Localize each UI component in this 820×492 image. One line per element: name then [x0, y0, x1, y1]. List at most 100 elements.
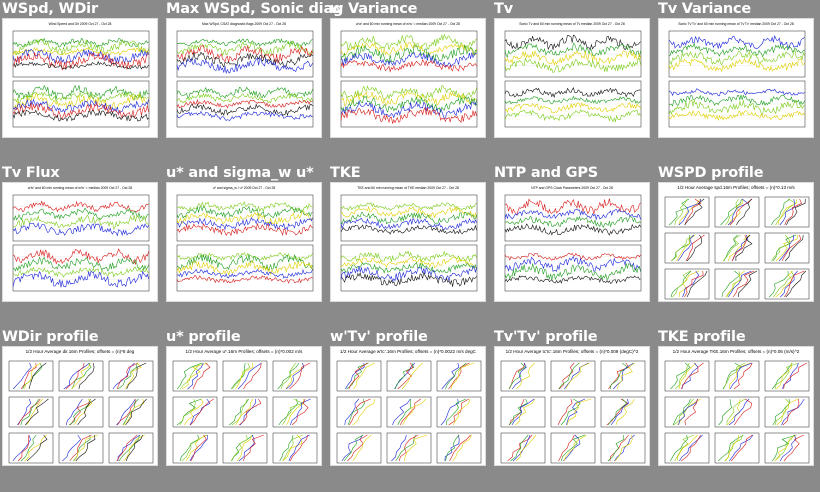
profile-line-red [783, 434, 804, 462]
plot-title: TKE and 60 min running mean of TKE media… [357, 186, 459, 190]
profile-panel-frame [386, 432, 432, 464]
plot-thumbnail-max-wspd-sonic-diag[interactable]: Max WSpd, CSAT diagnostic flags 2009 Oct… [166, 18, 322, 138]
profile-line-yellow [235, 362, 254, 390]
series-line-lime [176, 251, 313, 262]
profile-line-yellow [235, 398, 254, 426]
profile-panel-frame [172, 396, 218, 428]
plot-thumbnail-u-and-sigma-w-u[interactable]: u* and sigma_w / u* 2009 Oct 27 - Oct 28 [166, 182, 322, 302]
profile-line-red [348, 398, 371, 426]
plot-title: NTP and GPS Clock Parameters 2009 Oct 27… [531, 186, 613, 190]
profile-panel-frame [664, 232, 710, 264]
profile-line-green [720, 198, 742, 226]
series-line-black [176, 103, 313, 117]
profile-line-blue [444, 434, 460, 462]
tile-title: Tv Flux [2, 165, 60, 181]
profile-line-red [684, 398, 698, 426]
profile-panel-frame [500, 432, 546, 464]
profile-line-blue [614, 434, 635, 462]
profile-panel-frame [222, 432, 268, 464]
profile-line-blue [610, 398, 629, 426]
profile-line-red [781, 234, 802, 262]
plot-title: Max WSpd, CSAT diagnostic flags 2009 Oct… [202, 22, 286, 26]
plot-thumbnail-u-profile[interactable]: 1/2 Hour Average u*.16m Profiles; offset… [166, 346, 322, 466]
profile-line-lime [723, 362, 746, 390]
plot-title: u* and sigma_w / u* 2009 Oct 27 - Oct 28 [213, 186, 276, 190]
profile-line-black [78, 362, 95, 390]
plot-thumbnail-tke[interactable]: TKE and 60 min running mean of TKE media… [330, 182, 486, 302]
profile-panel-frame [764, 432, 810, 464]
plot-thumbnail-tke-profile[interactable]: 1/2 Hour Average TKE.16m Profiles; offse… [658, 346, 814, 466]
profile-panel-frame [664, 196, 710, 228]
plot-thumbnail-wspd-wdir[interactable]: Wind Speed and Dir 2009 Oct 27 - Oct 28 [2, 18, 158, 138]
series-line-lime [340, 85, 477, 101]
profile-line-blue [392, 398, 411, 426]
series-line-green [504, 215, 641, 229]
profile-line-green [445, 434, 460, 462]
plot-thumbnail-tv-tv-profile[interactable]: 1/2 Hour Average tc'tc'.16m Profiles; of… [494, 346, 650, 466]
profile-line-yellow [728, 234, 750, 262]
profile-panel-frame [108, 360, 154, 392]
profile-line-yellow [776, 362, 793, 390]
plot-thumbnail-ntp-and-gps[interactable]: NTP and GPS Clock Parameters 2009 Oct 27… [494, 182, 650, 302]
tile-title: TKE [330, 165, 361, 181]
series-line-black [340, 224, 477, 235]
plot-thumbnail-w-variance[interactable]: w'w' and 60 min running mean of w'w' = m… [330, 18, 486, 138]
plot-background [495, 183, 649, 301]
series-line-black [340, 271, 477, 287]
profile-panel-frame [8, 432, 54, 464]
plot-thumbnail-tv-variance[interactable]: Sonic Tv'Tv' and 60 min running mean of … [658, 18, 814, 138]
series-line-black [12, 109, 149, 122]
profile-line-red [449, 434, 471, 462]
tile-tke: TKE TKE and 60 min running mean of TKE me… [328, 164, 488, 324]
profile-line-green [22, 362, 43, 390]
tile-tv-flux: Tv Flux w'tv' and 60 min running mean of … [0, 164, 160, 324]
profile-line-green [118, 434, 140, 462]
profile-line-green [561, 434, 586, 462]
profile-line-yellow [565, 362, 590, 390]
plot-thumbnail-w-tv-profile[interactable]: 1/2 Hour Average w'tc'.16m Profiles; off… [330, 346, 486, 466]
series-line-yellow [176, 260, 313, 276]
tile-w-variance: w Variance w'w' and 60 min running mean o… [328, 0, 488, 160]
profile-line-red [732, 270, 755, 298]
profile-line-blue [66, 398, 83, 426]
profile-line-green [672, 398, 691, 426]
plot-thumbnail-wdir-profile[interactable]: 1/2 Hour Average dir.16m Profiles; offse… [2, 346, 158, 466]
profile-line-blue [779, 434, 797, 462]
profile-line-lime [181, 434, 208, 462]
profile-line-yellow [725, 434, 739, 462]
profile-line-yellow [775, 234, 799, 262]
tile-tv-variance: Tv Variance Sonic Tv'Tv' and 60 min runni… [656, 0, 816, 160]
profile-line-yellow [73, 398, 93, 426]
plot-thumbnail-tv-flux[interactable]: w'tv' and 60 min running mean of w'tv' =… [2, 182, 158, 302]
profile-line-black [684, 198, 705, 226]
profile-line-blue [391, 434, 407, 462]
profile-line-green [560, 398, 581, 426]
profile-panel-frame [386, 396, 432, 428]
series-line-green [12, 207, 149, 221]
series-line-lime [668, 49, 805, 66]
profile-line-green [346, 362, 369, 390]
profile-line-blue [13, 362, 32, 390]
profile-line-green [772, 234, 797, 262]
tile-title: u* profile [166, 329, 241, 345]
profile-line-red [65, 362, 85, 390]
profile-panel-frame [272, 396, 318, 428]
profile-line-yellow [777, 198, 797, 226]
profile-line-red [557, 398, 573, 426]
profile-line-blue [511, 398, 535, 426]
profile-line-green [347, 398, 365, 426]
profile-line-green [394, 362, 415, 390]
profile-line-red [190, 434, 207, 462]
profile-line-yellow [774, 434, 797, 462]
profile-line-black [25, 398, 49, 426]
profile-panel-frame [8, 360, 54, 392]
profile-panel-frame [386, 360, 432, 392]
plot-thumbnail-tv[interactable]: Sonic Tv and 60 min running mean of Tv m… [494, 18, 650, 138]
plot-graphic: Wind Speed and Dir 2009 Oct 27 - Oct 28 [3, 19, 157, 137]
tile-title: WSpd, WDir [2, 1, 98, 17]
series-line-blue [340, 100, 477, 119]
plot-thumbnail-wspd-profile[interactable]: 1/2 Hour Average spd.16m Profiles; offse… [658, 182, 814, 302]
plot-graphic: NTP and GPS Clock Parameters 2009 Oct 27… [495, 183, 649, 301]
plot-title: 1/2 Hour Average u*.16m Profiles; offset… [186, 349, 304, 354]
series-line-green [12, 256, 149, 272]
